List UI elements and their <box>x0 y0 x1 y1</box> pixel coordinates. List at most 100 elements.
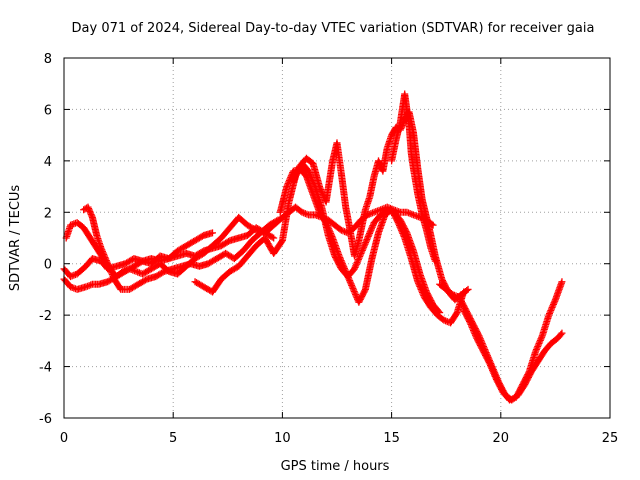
data-point <box>471 331 479 339</box>
data-point <box>367 226 375 234</box>
data-point <box>290 176 298 184</box>
y-tick-label: -4 <box>39 361 52 376</box>
data-point <box>317 187 325 195</box>
data-point <box>345 275 353 283</box>
data-point <box>487 362 495 370</box>
data-point <box>293 168 301 176</box>
data-point <box>395 220 403 228</box>
data-point <box>340 263 348 271</box>
data-point <box>418 287 426 295</box>
data-point <box>366 228 374 236</box>
data-point <box>99 249 107 257</box>
data-point <box>108 269 116 277</box>
data-point <box>328 232 336 240</box>
data-point <box>98 247 106 255</box>
data-point <box>535 339 543 347</box>
data-point <box>547 307 555 315</box>
data-point <box>360 242 368 250</box>
data-point <box>368 225 376 233</box>
y-tick-label: -6 <box>39 412 52 427</box>
data-point <box>316 183 324 191</box>
data-point <box>491 372 499 380</box>
data-points <box>60 90 566 404</box>
data-point <box>352 291 360 299</box>
data-point <box>463 286 471 294</box>
y-tick-label: 0 <box>44 258 52 273</box>
data-point <box>468 322 476 330</box>
data-point <box>533 344 541 352</box>
data-point <box>273 217 281 225</box>
data-point <box>398 228 406 236</box>
data-point <box>354 256 362 264</box>
data-point <box>431 257 439 265</box>
data-point <box>98 246 106 254</box>
data-point <box>490 371 498 379</box>
data-point <box>547 305 555 313</box>
data-point <box>342 267 350 275</box>
data-point <box>399 231 407 239</box>
data-point <box>284 179 292 187</box>
data-point <box>550 299 558 307</box>
data-point <box>464 285 472 293</box>
data-point <box>323 222 331 230</box>
data-point <box>270 234 278 242</box>
data-point <box>414 279 422 287</box>
data-point <box>104 261 112 269</box>
data-point <box>467 320 475 328</box>
data-point <box>534 341 542 349</box>
data-point <box>557 330 565 338</box>
data-point <box>346 277 354 285</box>
data-point <box>323 220 331 228</box>
data-point <box>274 216 282 224</box>
data-point <box>209 229 217 237</box>
data-point <box>468 323 476 331</box>
data-point <box>354 257 362 265</box>
data-point <box>97 244 105 252</box>
data-point <box>362 237 370 245</box>
data-point <box>558 329 566 337</box>
x-axis-label: GPS time / hours <box>281 459 390 474</box>
data-point <box>546 310 554 318</box>
data-point <box>339 261 347 269</box>
data-point <box>364 234 372 242</box>
data-point <box>549 300 557 308</box>
data-point <box>362 239 370 247</box>
data-point <box>326 228 334 236</box>
data-point <box>348 281 356 289</box>
data-point <box>107 267 115 275</box>
data-point <box>532 346 540 354</box>
axis-ticks: 0 5 10 15 20 25 -6 -4 -2 0 2 4 6 8 <box>39 52 618 446</box>
data-point <box>346 278 354 286</box>
data-point <box>350 287 358 295</box>
data-point <box>105 263 113 271</box>
data-point <box>353 259 361 267</box>
data-point <box>415 281 423 289</box>
x-tick-label: 10 <box>274 431 291 446</box>
data-point <box>395 222 403 230</box>
data-point <box>316 184 324 192</box>
data-point <box>414 278 422 286</box>
data-point <box>283 181 291 189</box>
y-tick-label: 8 <box>44 52 52 67</box>
data-point <box>108 271 116 279</box>
data-point <box>294 167 302 175</box>
data-point <box>327 229 335 237</box>
data-point <box>351 289 359 297</box>
data-point <box>470 327 477 335</box>
data-point <box>289 177 297 185</box>
data-point <box>293 170 301 178</box>
data-point <box>419 290 427 298</box>
data-point <box>283 183 291 191</box>
x-tick-label: 5 <box>169 431 177 446</box>
data-point <box>100 250 108 258</box>
data-point <box>336 255 344 263</box>
series-track-8 <box>388 90 439 265</box>
data-point <box>536 338 544 346</box>
data-point <box>100 252 108 260</box>
data-point <box>487 363 495 371</box>
data-point <box>348 283 356 291</box>
data-point <box>397 226 405 234</box>
data-point <box>486 360 494 368</box>
data-point <box>352 260 360 268</box>
